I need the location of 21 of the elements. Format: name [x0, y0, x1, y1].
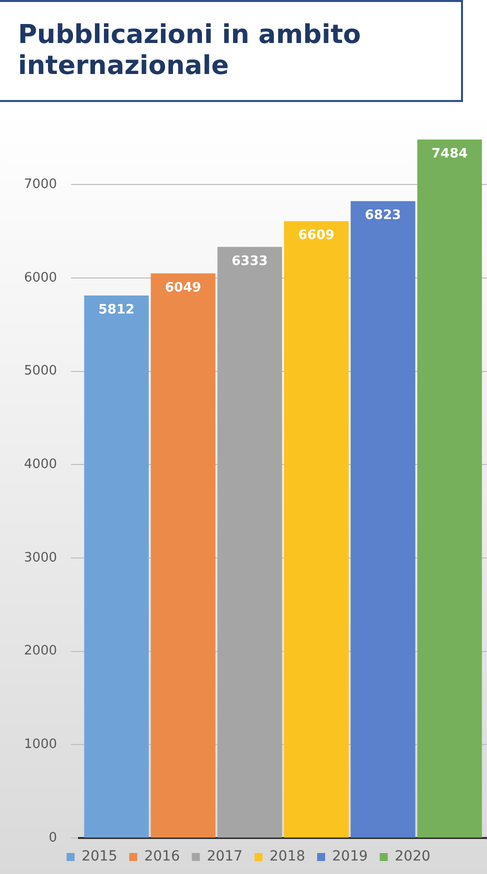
y-tick-label: 2000: [24, 644, 58, 659]
y-tick-label: 1000: [24, 737, 58, 752]
y-tick-label: 6000: [24, 270, 58, 286]
data-label: 6049: [165, 280, 202, 296]
data-label: 6333: [232, 254, 268, 269]
y-tick-label: 7000: [24, 177, 58, 192]
y-tick-label: 5000: [24, 364, 58, 379]
legend-label: 2015: [82, 848, 118, 865]
legend-label: 2017: [206, 848, 243, 865]
legend-label: 2016: [144, 848, 180, 865]
legend-label: 2019: [332, 848, 368, 865]
data-label: 6823: [364, 208, 402, 224]
data-label: 5812: [98, 302, 135, 318]
data-label: 7484: [432, 146, 468, 162]
y-tick-label: 4000: [24, 457, 58, 472]
chart-title: Pubblicazioni in ambito internazionale: [0, 0, 463, 102]
legend-label: 2020: [394, 848, 430, 865]
y-tick-label: 3000: [24, 550, 58, 566]
data-label: 6609: [298, 228, 334, 244]
y-tick-label: 0: [48, 830, 58, 846]
legend-label: 2018: [270, 848, 306, 865]
